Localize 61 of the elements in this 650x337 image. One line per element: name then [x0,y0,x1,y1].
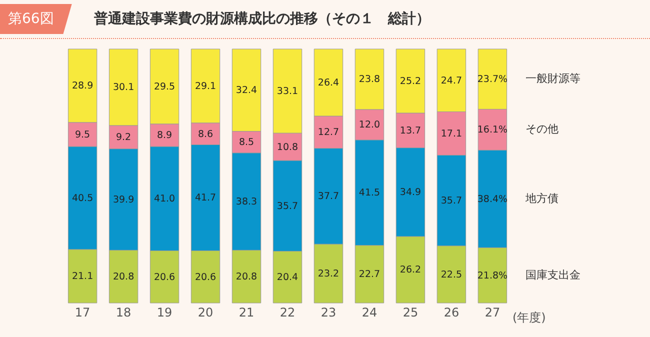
data-label: 20.4 [276,272,298,284]
data-label: 26.4 [318,78,340,89]
text: 第66図 [0,4,72,34]
data-label: 20.8 [236,272,258,283]
data-label: 24.7 [440,75,462,86]
chart-title: 普通建設事業費の財源構成比の推移（その１ 総計） [94,10,430,28]
data-label: 41.7 [194,192,216,204]
x-tick-label: 19 [156,306,172,320]
data-label: 13.7 [400,125,422,136]
data-label: 12.7 [318,127,340,138]
x-tick-label: 26 [444,306,460,320]
data-label: 30.1 [112,82,134,94]
data-label: 26.2 [400,264,422,276]
data-label: 17.1 [440,128,462,140]
data-label: 20.8 [112,272,134,283]
data-label: 9.2 [116,132,132,144]
series-label: 地方債 [524,192,558,205]
data-label: 8.6 [198,128,214,140]
data-label: 20.6 [154,272,176,283]
data-label: 20.6 [194,272,216,283]
data-label: 34.9 [400,187,422,198]
series-label: 一般財源等 [525,72,580,86]
data-label: 22.7 [358,269,380,280]
data-label: 8.5 [238,137,254,148]
data-label: 22.5 [440,269,462,280]
data-label: 33.1 [276,86,298,98]
data-label: 39.9 [112,194,134,206]
data-label: 28.9 [72,80,94,92]
data-label: 16.1% [477,124,508,136]
data-label: 25.2 [400,76,422,88]
data-label: 12.0 [358,120,380,131]
data-label: 23.7% [477,74,508,86]
data-label: 35.7 [276,200,298,212]
x-tick-label: 21 [238,306,254,320]
data-label: 41.5 [358,188,380,199]
series-label: 国庫支出金 [525,268,580,282]
data-label: 37.7 [318,191,340,202]
x-tick-label: 20 [198,306,214,320]
data-label: 8.9 [156,130,172,142]
x-tick-label: 25 [402,306,418,320]
x-tick-label: 24 [362,306,378,320]
data-label: 29.5 [154,81,176,92]
data-label: 21.8% [477,270,508,282]
data-label: 9.5 [74,129,90,140]
data-label: 32.4 [236,85,258,96]
data-label: 23.8 [358,74,380,86]
data-label: 35.7 [440,196,462,207]
x-axis-title: (年度) [512,310,546,324]
data-label: 23.2 [318,268,340,280]
series-label: その他 [525,122,558,136]
data-label: 41.0 [154,194,176,205]
data-label: 21.1 [72,271,94,282]
data-label: 38.3 [236,196,258,208]
x-tick-label: 27 [484,306,500,320]
data-label: 10.8 [276,142,298,153]
data-label: 40.5 [72,192,94,204]
x-tick-label: 18 [116,306,132,320]
x-tick-label: 17 [74,306,90,320]
data-label: 29.1 [194,80,216,92]
x-tick-label: 23 [320,306,336,320]
x-tick-label: 22 [280,306,296,320]
